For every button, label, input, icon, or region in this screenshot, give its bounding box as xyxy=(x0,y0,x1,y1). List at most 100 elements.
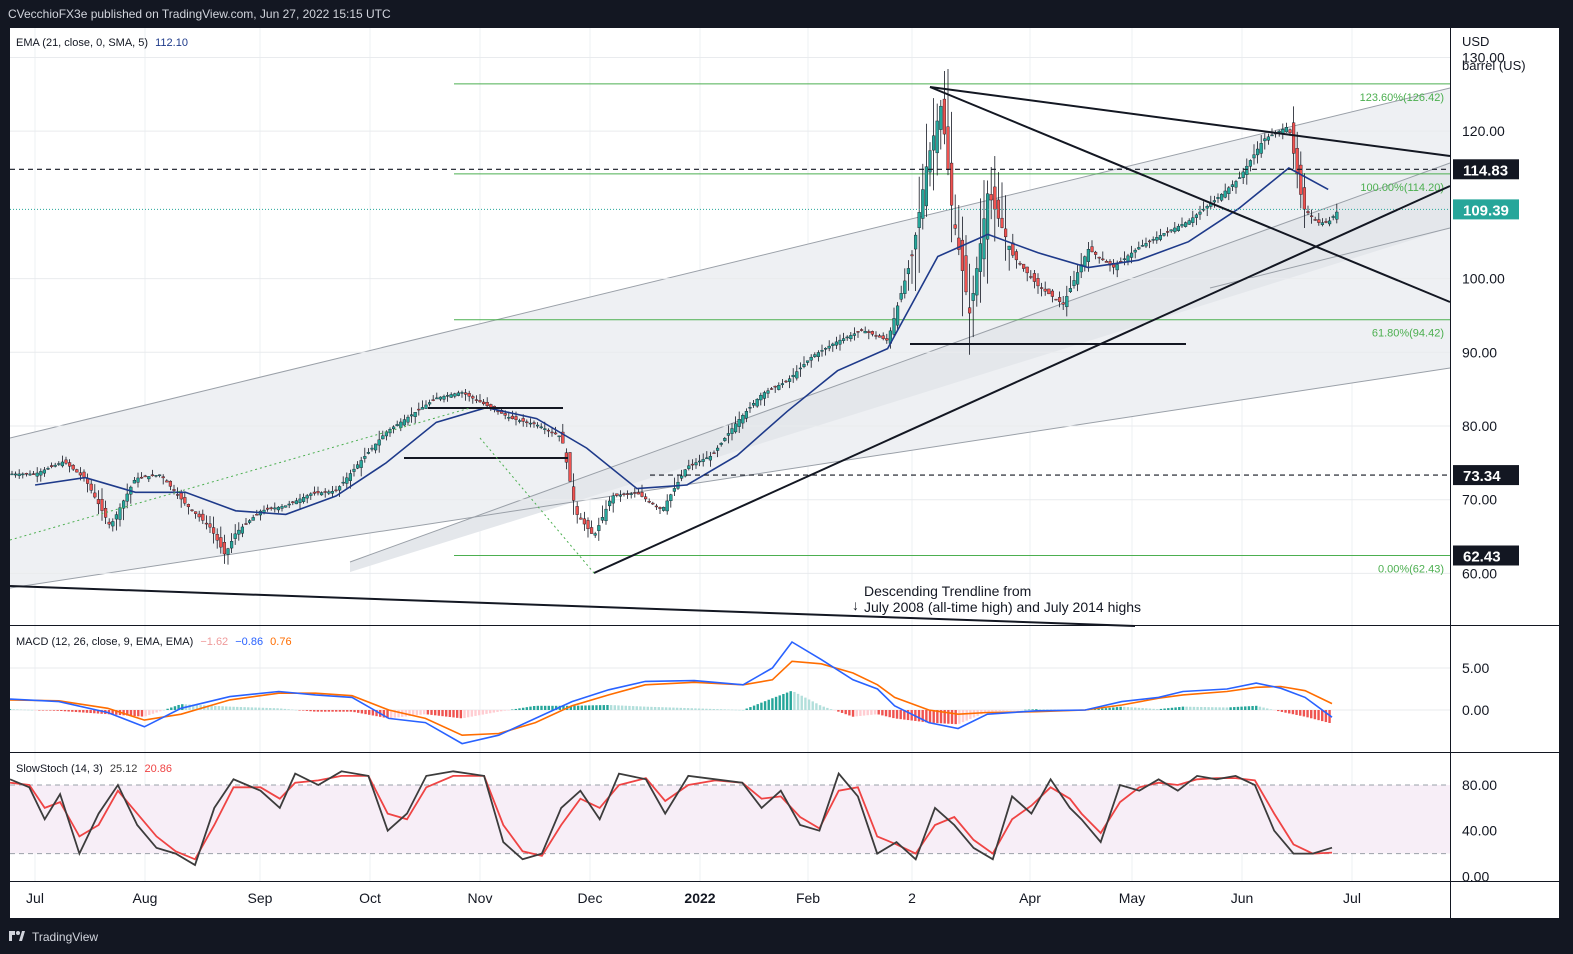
candle-body xyxy=(39,471,43,476)
macd-histogram-bar xyxy=(232,706,235,710)
macd-histogram-bar xyxy=(148,710,151,716)
macd-histogram-bar xyxy=(115,710,118,715)
macd-histogram-bar xyxy=(1046,709,1049,710)
descending-long-trendline xyxy=(9,585,1136,627)
candle-body xyxy=(1147,240,1152,243)
macd-histogram-bar xyxy=(1324,710,1328,723)
candle-body xyxy=(906,268,910,275)
candle-body xyxy=(572,486,576,501)
macd-histogram-bar xyxy=(1222,707,1225,710)
macd-histogram-bar xyxy=(840,710,844,713)
fib-level-label: 100.00%(114.20) xyxy=(1360,182,1444,194)
candle-body xyxy=(399,421,403,428)
macd-histogram-bar xyxy=(492,710,496,713)
candle-body xyxy=(323,491,327,493)
macd-histogram-bar xyxy=(598,705,602,710)
macd-histogram-bar xyxy=(1167,708,1170,710)
macd-histogram-bar xyxy=(67,710,70,712)
macd-histogram-bar xyxy=(521,707,525,710)
macd-histogram-bar xyxy=(514,708,518,710)
candle-body xyxy=(575,506,579,515)
macd-histogram-bar xyxy=(126,710,129,716)
candle-body xyxy=(446,395,450,397)
candle-body xyxy=(1144,243,1148,247)
candle-body xyxy=(1057,297,1062,302)
candle-body xyxy=(1140,245,1144,247)
candle-body xyxy=(752,403,756,406)
candle-body xyxy=(1000,217,1004,228)
macd-pane: 5.00 0.00 MACD (12, 26, close, 9, EMA, EM… xyxy=(8,636,1489,745)
macd-histogram-bar xyxy=(642,706,646,710)
macd-histogram-bar xyxy=(71,710,74,712)
candle-body xyxy=(870,331,874,335)
macd-histogram-bar xyxy=(411,710,415,716)
macd-histogram-bar xyxy=(668,707,671,710)
channel-inner-band xyxy=(350,163,1450,572)
macd-histogram-bar xyxy=(309,710,312,712)
candle-body xyxy=(971,293,975,301)
macd-histogram-bar xyxy=(144,710,147,717)
macd-histogram-bar xyxy=(16,709,19,710)
candle-body xyxy=(1086,249,1090,262)
candle-body xyxy=(665,500,669,512)
macd-histogram-bar xyxy=(529,706,532,710)
candle-body xyxy=(183,497,187,504)
candle-body xyxy=(24,473,28,475)
macd-histogram-bar xyxy=(1119,706,1122,710)
macd-histogram-bar xyxy=(1328,710,1331,723)
macd-histogram-bar xyxy=(228,706,232,710)
macd-histogram-bar xyxy=(313,710,316,712)
macd-histogram-bar xyxy=(503,710,507,711)
price-label-box xyxy=(1453,199,1519,220)
candle-body xyxy=(788,378,792,382)
candle-body xyxy=(1097,256,1101,259)
time-tick-label: Jun xyxy=(1231,890,1254,906)
candle-body xyxy=(600,517,604,521)
candle-body xyxy=(327,491,331,494)
fib-level-label: 0.00%(62.43) xyxy=(1378,563,1444,575)
candle-body xyxy=(1169,229,1173,232)
macd-histogram-bar xyxy=(727,709,730,710)
macd-histogram-bar xyxy=(536,705,540,710)
macd-histogram-bar xyxy=(947,710,950,724)
macd-histogram-bar xyxy=(628,705,631,710)
candle-body xyxy=(233,533,237,539)
candle-body xyxy=(1230,184,1234,187)
candle-body xyxy=(820,350,824,352)
candle-body xyxy=(93,492,97,498)
macd-histogram-bar xyxy=(525,707,529,710)
footer: TradingView xyxy=(0,920,1573,954)
candle-body xyxy=(280,506,284,509)
macd-histogram-bar xyxy=(833,710,836,711)
candle-body xyxy=(186,504,190,508)
macd-histogram-bar xyxy=(950,710,954,724)
macd-histogram-bar xyxy=(573,705,576,710)
candle-body xyxy=(366,452,370,454)
macd-histogram-bar xyxy=(1134,707,1137,710)
macd-histogram-bar xyxy=(580,705,584,710)
candle-body xyxy=(780,383,784,386)
candle-body xyxy=(669,494,673,502)
candle-body xyxy=(35,472,39,477)
macd-histogram-bar xyxy=(324,710,327,712)
candle-body xyxy=(53,464,57,467)
candle-body xyxy=(867,331,871,333)
candle-body xyxy=(165,480,169,483)
tradingview-brand[interactable]: TradingView xyxy=(32,930,99,944)
macd-histogram-bar xyxy=(386,710,389,719)
chart-svg: Jul Aug Sep Oct Nov Dec 2022 Feb 2 Apr May Jun Jul 1… xyxy=(8,28,1559,918)
macd-histogram-bar xyxy=(78,710,81,713)
candle-body xyxy=(359,460,363,468)
chart-area[interactable]: Jul Aug Sep Oct Nov Dec 2022 Feb 2 Apr May Jun Jul 1… xyxy=(8,28,1559,918)
candle-body xyxy=(89,483,93,491)
macd-histogram-bar xyxy=(848,710,851,716)
macd-histogram-bar xyxy=(1024,709,1027,711)
candle-body xyxy=(518,420,522,422)
macd-histogram-bar xyxy=(159,710,162,712)
macd-histogram-bar xyxy=(93,710,96,714)
candle-body xyxy=(604,508,608,522)
macd-histogram-bar xyxy=(52,710,56,711)
macd-histogram-bar xyxy=(987,710,990,712)
candle-body xyxy=(370,447,374,450)
candle-body xyxy=(1122,258,1126,260)
